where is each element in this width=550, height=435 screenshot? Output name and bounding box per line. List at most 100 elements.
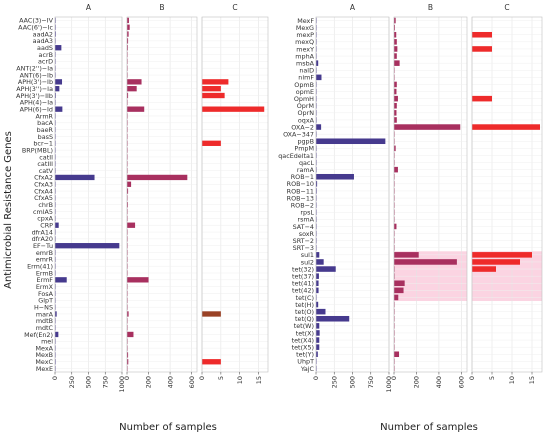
gene-label: OXA−347	[283, 130, 314, 138]
x-tick-label: 0	[51, 376, 59, 380]
gene-label: MexB	[36, 351, 54, 359]
gene-label: MexG	[296, 24, 314, 32]
x-tick-label: 0	[390, 376, 398, 380]
bar-A	[316, 259, 324, 265]
bar-C	[472, 124, 540, 130]
gene-label: tet(W)	[294, 322, 314, 330]
gene-label: ROB−13	[287, 194, 314, 202]
x-axis-title-left: Number of samples	[119, 422, 217, 433]
bar-B	[127, 99, 128, 105]
bar-B	[394, 24, 395, 31]
bar-B	[127, 31, 129, 37]
gene-label: AAC(3)−IV	[19, 17, 54, 25]
bar-A	[55, 31, 56, 37]
bar-B	[127, 79, 142, 85]
bar-C	[472, 259, 520, 265]
bar-B	[127, 17, 129, 24]
gene-label: ErmB	[36, 269, 53, 277]
gene-label: ANT(6)−Ib	[20, 71, 53, 79]
bar-C	[472, 266, 496, 272]
bar-C	[202, 359, 221, 365]
gene-label: ROB−2	[291, 201, 314, 209]
gene-label: sul2	[301, 258, 314, 266]
gene-label: SAT−4	[293, 223, 314, 231]
bar-A	[55, 331, 59, 338]
facet-label: C	[504, 3, 509, 12]
bar-A	[55, 243, 120, 249]
bar-B	[127, 229, 128, 235]
bar-A	[316, 344, 320, 350]
facet-label: A	[350, 3, 356, 12]
gene-label: msbA	[296, 59, 315, 67]
gene-label: soxR	[299, 230, 315, 238]
gene-label: MexC	[35, 358, 53, 366]
bar-B	[127, 243, 128, 249]
panel-frame	[393, 16, 468, 373]
bar-B	[127, 24, 130, 30]
gene-label: marA	[36, 310, 54, 318]
gene-label: mexQ	[295, 38, 314, 46]
bar-A	[55, 277, 67, 283]
bar-A	[55, 359, 56, 365]
bar-A	[316, 315, 350, 322]
gene-label: rsmA	[297, 216, 314, 224]
bar-B	[127, 338, 128, 344]
bar-B	[127, 290, 128, 297]
bar-C	[202, 311, 221, 317]
gene-label: sul1	[301, 251, 314, 259]
gene-label: tet(41)	[292, 280, 314, 288]
bar-B	[394, 31, 397, 38]
gene-label: EF−Tu	[33, 242, 53, 250]
x-tick-label: 750	[367, 376, 375, 388]
bar-C	[202, 140, 221, 146]
gene-label: cmlA5	[33, 208, 53, 216]
gene-label: ROB−1	[291, 173, 314, 181]
bar-A	[55, 86, 60, 92]
bar-B	[394, 102, 397, 109]
bar-B	[127, 92, 129, 99]
gene-label: OprM	[297, 102, 314, 110]
bar-A	[55, 92, 56, 99]
bar-B	[127, 154, 128, 160]
bar-B	[127, 126, 128, 133]
facet-label: B	[159, 3, 164, 12]
bar-B	[394, 39, 397, 45]
bar-B	[127, 249, 128, 256]
gene-label: emrR	[36, 256, 54, 264]
gene-label: basS	[38, 133, 53, 141]
gene-label: aadA3	[33, 37, 53, 45]
y-axis-title: Antimicrobial Resistance Genes	[3, 131, 14, 289]
gene-label: OXA−2	[291, 123, 314, 131]
gene-label: SRT−2	[293, 237, 314, 245]
gene-label: rpsL	[300, 209, 314, 217]
gene-label: OpmB	[294, 81, 314, 89]
x-tick-label: 5	[217, 376, 225, 380]
gene-label: nalD	[299, 67, 314, 75]
gene-label: OprN	[298, 109, 315, 117]
gene-label: dfrA20	[32, 235, 53, 243]
bar-B	[394, 110, 397, 116]
bar-B	[127, 345, 128, 351]
bar-B	[394, 117, 397, 123]
gene-label: tet(H)	[295, 301, 314, 309]
gene-label: CRP	[40, 222, 53, 230]
bar-B	[127, 277, 149, 283]
bar-B	[394, 252, 419, 258]
bar-A	[316, 138, 386, 145]
bar-C	[202, 79, 229, 85]
bar-B	[127, 45, 128, 51]
gene-label: acrB	[39, 51, 53, 59]
panel-frames	[54, 16, 543, 375]
gene-label: YajC	[300, 365, 315, 373]
gene-label: APH(3'')−Ia	[16, 85, 53, 93]
bar-A	[55, 222, 59, 228]
x-tick-label: 1000	[118, 376, 126, 393]
bar-B	[394, 166, 398, 173]
bar-B	[394, 145, 396, 152]
panel-frame	[201, 16, 269, 373]
labels: AAC(3)−IVAAC(6')−IcaadA2aadA3aadSacrBacr…	[16, 3, 536, 393]
bar-A	[55, 79, 63, 85]
bar-B	[127, 147, 128, 153]
bar-B	[394, 351, 400, 358]
bar-A	[316, 280, 319, 287]
